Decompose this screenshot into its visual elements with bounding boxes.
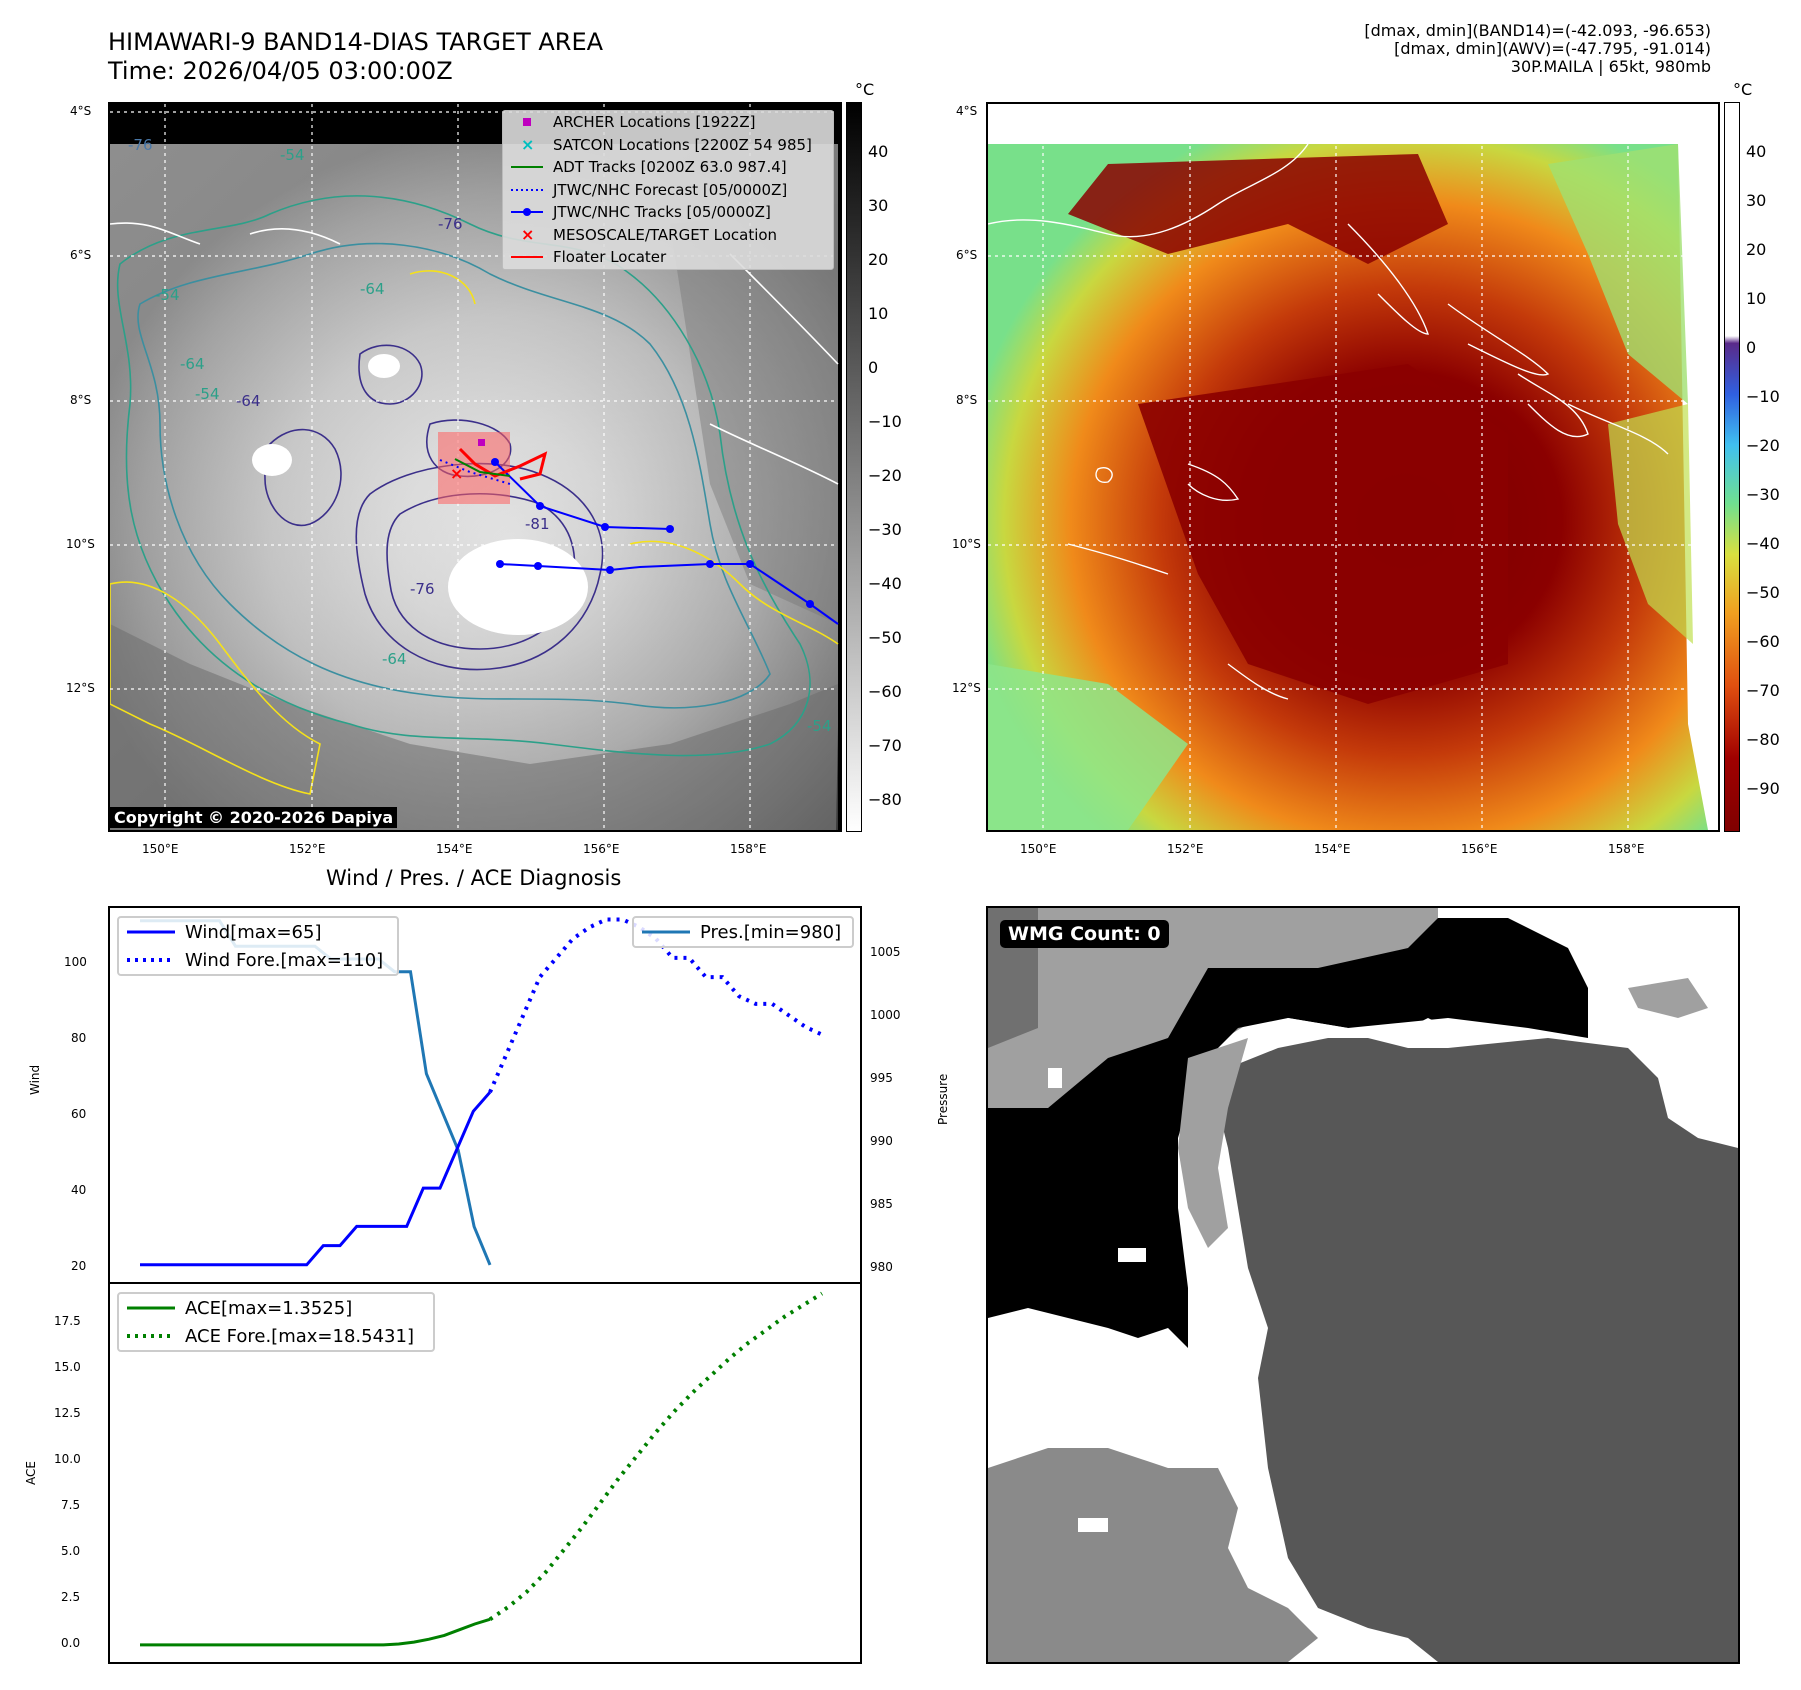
svg-text:-81: -81 (525, 515, 550, 533)
wmg-panel: WMG Count: 0 (986, 906, 1740, 1664)
lon-label: 158°E (1608, 842, 1645, 856)
svg-text:-54: -54 (155, 286, 180, 304)
legend-item-satcon: × SATCON Locations [2200Z 54 985] (503, 134, 833, 157)
lon-label: 152°E (289, 842, 326, 856)
info-storm: 30P.MAILA | 65kt, 980mb (1510, 57, 1711, 76)
floater-locater-track (458, 447, 548, 481)
right-colorbar (1724, 102, 1740, 832)
lon-label: 154°E (1314, 842, 1351, 856)
info-block: [dmax, dmin](BAND14)=(-42.093, -96.653) … (1111, 22, 1711, 76)
line-dot-icon (511, 208, 543, 217)
contour-labels: -76 -54 -76 -64 -54 -64 -64 -54 -81 -76 … (128, 136, 832, 735)
wind-line (140, 1091, 492, 1267)
lat-label: 10°S (66, 537, 95, 551)
wind-ylabel: Wind (28, 1064, 42, 1095)
ace-plot-canvas (140, 1291, 824, 1647)
lon-label: 154°E (436, 842, 473, 856)
lat-label: 6°S (956, 248, 978, 262)
legend-item-mesoscale: × MESOSCALE/TARGET Location (503, 224, 833, 247)
dotted-line-icon (511, 188, 543, 191)
svg-text:-76: -76 (438, 215, 463, 233)
svg-text:-64: -64 (236, 392, 261, 410)
jtwc-tracks (439, 458, 839, 625)
info-band14: [dmax, dmin](BAND14)=(-42.093, -96.653) (1364, 21, 1711, 40)
left-colorbar-unit: °C (855, 80, 875, 99)
wmg-count-label: WMG Count: 0 (1000, 920, 1169, 948)
line-icon (127, 930, 175, 934)
copyright-label: Copyright © 2020-2026 Dapiya (110, 807, 398, 828)
square-marker-icon (523, 118, 531, 127)
lon-label: 150°E (142, 842, 179, 856)
legend-item-jtwc-tracks: JTWC/NHC Tracks [05/0000Z] (503, 201, 833, 224)
ace-forecast-line (488, 1291, 824, 1621)
lon-label: 156°E (1461, 842, 1498, 856)
right-map-canvas (988, 104, 1716, 830)
coastlines (988, 143, 1669, 700)
dotted-line-icon (127, 958, 175, 962)
lat-label: 12°S (66, 681, 95, 695)
lon-label: 158°E (730, 842, 767, 856)
dotted-line-icon (127, 1334, 175, 1338)
legend-item-wind-forecast: Wind Fore.[max=110] (119, 946, 397, 974)
pressure-legend: Pres.[min=980] (632, 916, 854, 948)
legend-item-pressure: Pres.[min=980] (634, 918, 852, 946)
x-marker-icon: × (521, 225, 534, 244)
lat-label: 10°S (952, 537, 981, 551)
lat-label: 12°S (952, 681, 981, 695)
lat-label: 8°S (956, 393, 978, 407)
svg-text:×: × (521, 135, 534, 154)
wind-panel-title: Wind / Pres. / ACE Diagnosis (326, 866, 622, 890)
wind-legend: Wind[max=65] Wind Fore.[max=110] (117, 916, 399, 976)
lon-label: 152°E (1167, 842, 1204, 856)
left-map-canvas: × -76 -54 -76 -64 -54 -64 -64 -54 -81 -7… (110, 104, 839, 830)
svg-text:-54: -54 (195, 385, 220, 403)
svg-text:-54: -54 (807, 717, 832, 735)
svg-text:-54: -54 (280, 146, 305, 164)
wmg-canvas (988, 908, 1738, 1662)
right-awv-map (986, 102, 1720, 832)
ace-plot (108, 1282, 862, 1664)
lat-label: 4°S (70, 104, 92, 118)
lat-label: 6°S (70, 248, 92, 262)
chart-time: Time: 2026/04/05 03:00:00Z (108, 57, 453, 85)
legend-item-adt: ADT Tracks [0200Z 63.0 987.4] (503, 156, 833, 179)
svg-text:-76: -76 (410, 580, 435, 598)
svg-text:-76: -76 (128, 136, 153, 154)
legend-item-jtwc-forecast: JTWC/NHC Forecast [05/0000Z] (503, 179, 833, 202)
legend-item-archer: ARCHER Locations [1922Z] (503, 111, 833, 134)
right-colorbar-unit: °C (1733, 80, 1753, 99)
svg-text:-64: -64 (180, 355, 205, 373)
left-colorbar (846, 102, 862, 832)
map-legend: ARCHER Locations [1922Z] × SATCON Locati… (502, 110, 834, 270)
chart-title: HIMAWARI-9 BAND14-DIAS TARGET AREA (108, 28, 604, 56)
legend-item-floater: Floater Locater (503, 246, 833, 269)
pressure-ylabel: Pressure (936, 1073, 950, 1125)
line-icon (511, 166, 543, 169)
svg-text:×: × (521, 225, 534, 244)
adt-track (454, 458, 511, 477)
line-icon (127, 1306, 175, 1310)
mesoscale-target-marker: × (450, 464, 463, 483)
lon-label: 156°E (583, 842, 620, 856)
gridlines (988, 104, 1716, 830)
legend-item-ace-forecast: ACE Fore.[max=18.5431] (119, 1322, 433, 1350)
ace-series-group (140, 1291, 824, 1647)
ace-legend: ACE[max=1.3525] ACE Fore.[max=18.5431] (117, 1292, 435, 1352)
lon-label: 150°E (1020, 842, 1057, 856)
archer-location-marker (478, 439, 485, 446)
ace-ylabel: ACE (24, 1461, 38, 1485)
ace-line (140, 1617, 491, 1647)
legend-item-wind: Wind[max=65] (119, 918, 397, 946)
svg-text:-64: -64 (382, 650, 407, 668)
svg-text:-64: -64 (360, 280, 385, 298)
x-marker-icon: × (521, 135, 534, 154)
line-icon (642, 930, 690, 934)
legend-item-ace: ACE[max=1.3525] (119, 1294, 433, 1322)
lat-label: 4°S (956, 104, 978, 118)
lat-label: 8°S (70, 393, 92, 407)
line-icon (511, 256, 543, 259)
info-awv: [dmax, dmin](AWV)=(-47.795, -91.014) (1394, 39, 1711, 58)
